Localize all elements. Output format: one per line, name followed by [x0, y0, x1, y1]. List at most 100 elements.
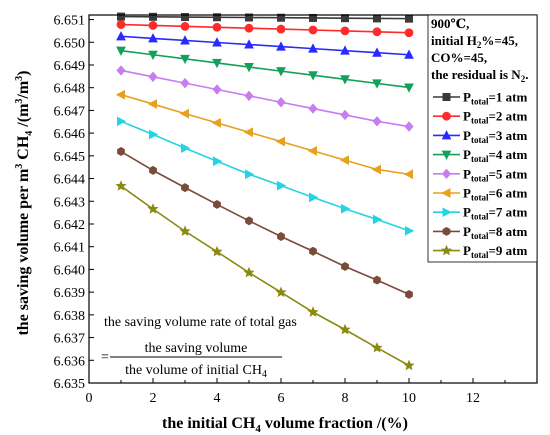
data-point [372, 79, 382, 89]
legend-entry: Ptotal=6 atm [433, 186, 527, 203]
series-4 [116, 46, 414, 93]
x-axis-title-sub: 4 [255, 423, 261, 435]
legend-annotation-part: . [525, 67, 528, 82]
data-point [371, 341, 383, 353]
formula-equals: = [101, 350, 109, 365]
legend-label-part: P [463, 147, 471, 162]
data-point [442, 111, 451, 121]
x-axis-title: the initial CH4 volume fraction /(%) [162, 415, 408, 435]
data-point [180, 77, 190, 89]
x-tick-label: 12 [466, 391, 480, 406]
y-axis-title-sub: 4 [24, 131, 35, 136]
data-point [148, 71, 158, 82]
x-axis-title-part: the initial CH [162, 415, 256, 432]
series-8 [117, 147, 413, 299]
data-point [372, 14, 381, 23]
data-point [115, 89, 125, 100]
data-point [212, 22, 222, 32]
data-point [148, 12, 157, 21]
x-tick-label: 8 [342, 391, 349, 406]
series-line [120, 49, 410, 89]
legend-label: Ptotal=4 atm [463, 147, 527, 164]
legend: 900℃, initial H2%=45, CO%=45, the residu… [427, 14, 538, 263]
legend-label: Ptotal=9 atm [463, 243, 527, 260]
data-point [211, 245, 223, 257]
data-point [339, 155, 350, 166]
data-point [403, 359, 415, 371]
data-point [308, 43, 318, 53]
legend-label-sub: total [471, 193, 489, 203]
legend-label-part: P [463, 186, 471, 201]
y-tick-label: 6.644 [54, 173, 86, 188]
data-point [243, 266, 255, 278]
series-9 [115, 180, 415, 371]
data-point [116, 65, 126, 76]
data-point [442, 226, 451, 236]
data-point [276, 180, 287, 191]
legend-entry: Ptotal=7 atm [433, 205, 527, 222]
legend-label: Ptotal=2 atm [463, 109, 527, 126]
y-tick-label: 6.646 [54, 127, 86, 142]
legend-label-sub: total [471, 212, 489, 222]
legend-annotation-part: the residual is N [431, 67, 521, 82]
data-point [115, 180, 127, 191]
data-point [441, 168, 452, 180]
series-6 [115, 89, 414, 180]
legend-label-part: =1 atm [488, 90, 527, 105]
y-tick-label: 6.640 [54, 263, 86, 278]
data-point [179, 225, 191, 236]
y-tick-label: 6.650 [54, 36, 86, 51]
legend-label-part: =8 atm [488, 224, 527, 239]
data-point [148, 21, 158, 30]
data-point [212, 58, 222, 69]
data-point [308, 192, 319, 203]
legend-label: Ptotal=1 atm [463, 90, 527, 107]
data-point [180, 21, 190, 31]
y-tick-label: 6.638 [54, 309, 86, 324]
legend-entry: Ptotal=4 atm [433, 147, 527, 164]
series-3 [116, 31, 414, 59]
data-point [309, 246, 317, 256]
formula-note: the saving volume rate of total gas = th… [101, 315, 297, 380]
data-point [371, 164, 382, 175]
data-point [373, 275, 381, 285]
data-point [340, 109, 350, 121]
y-axis-title-sup: 3 [14, 99, 25, 104]
y-axis-title-part: CH [15, 135, 32, 164]
data-point [404, 225, 415, 236]
legend-annotation-sub: 2 [521, 74, 526, 84]
data-point [244, 13, 253, 22]
y-tick-label: 6.641 [54, 241, 86, 256]
data-point [276, 13, 285, 22]
data-point [276, 97, 286, 108]
legend-label-part: P [463, 90, 471, 105]
data-point [180, 35, 190, 45]
series-line [120, 35, 410, 56]
data-point [275, 286, 287, 298]
data-point [340, 26, 350, 36]
data-point [441, 188, 451, 198]
series-line [120, 150, 410, 296]
legend-label-sub: total [471, 97, 489, 107]
data-point [340, 45, 350, 55]
data-point [277, 232, 285, 241]
legend-annotation-line: the residual is N2. [431, 67, 528, 84]
data-point [441, 150, 452, 160]
legend-label-sub: total [471, 154, 489, 164]
legend-label-part: =9 atm [488, 243, 527, 258]
data-point [372, 116, 382, 127]
data-point [275, 136, 286, 147]
x-tick-label: 4 [214, 391, 221, 406]
legend-annotation-line: initial H2%=45, [431, 33, 518, 50]
legend-annotation-sub: 2 [477, 40, 482, 50]
data-point [117, 116, 127, 127]
legend-entry: Ptotal=5 atm [433, 166, 527, 183]
legend-label: Ptotal=5 atm [463, 166, 527, 183]
legend-annotation-line: CO%=45, [431, 50, 487, 65]
series-line [120, 120, 410, 232]
series-1 [117, 12, 413, 23]
legend-label-part: =7 atm [488, 205, 527, 220]
series-line [120, 185, 410, 367]
formula-denominator-part: the volume of initial CH [125, 363, 262, 378]
data-point [244, 169, 255, 180]
